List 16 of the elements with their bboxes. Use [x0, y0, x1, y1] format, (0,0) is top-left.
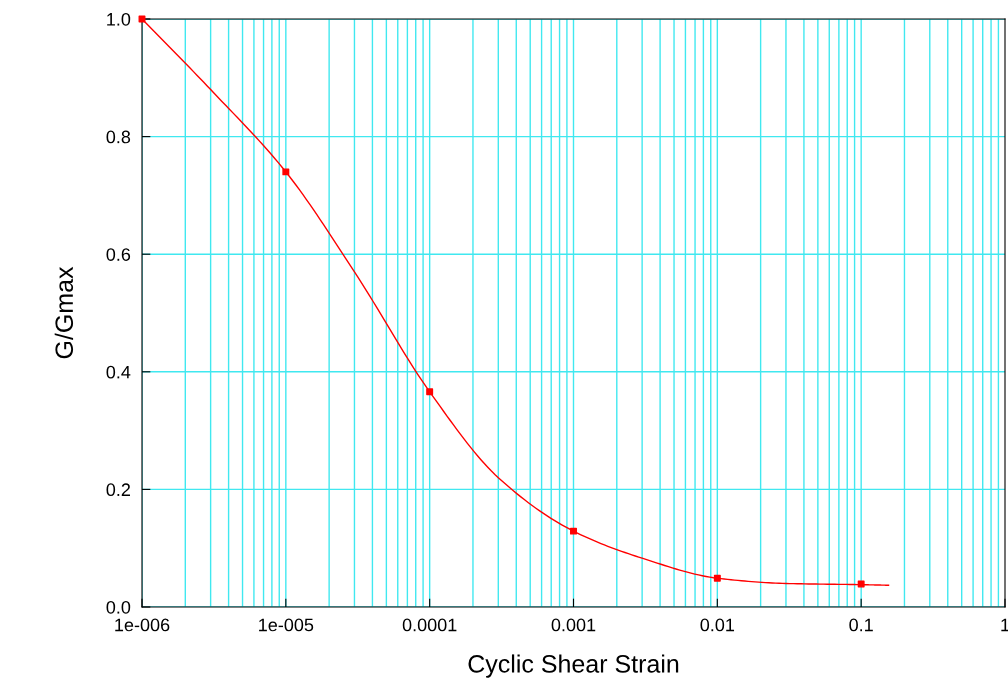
y-tick-label: 0.6 [106, 248, 131, 261]
point [857, 580, 865, 588]
y-tick-label: 0.2 [106, 483, 130, 497]
y-tick-label: 1.0 [107, 12, 131, 26]
y-tick-label: 0.8 [106, 130, 131, 144]
x-tick-label: 1e-006 [115, 618, 170, 632]
x-tick-label: 0.001 [551, 618, 596, 632]
x-tick-label: 0.01 [700, 618, 735, 632]
x-tick-label: 1e-005 [259, 618, 314, 632]
y-tick-label: 0.4 [106, 365, 131, 379]
x-axis-title: Cyclic Shear Strain [468, 654, 679, 678]
y-axis-title: G/Gmax [54, 266, 74, 359]
x-tick-label: 0.1 [849, 618, 873, 632]
y-tick-label: 0.0 [106, 600, 131, 614]
point [282, 168, 290, 176]
x-tick-label: 0.0001 [402, 618, 457, 632]
